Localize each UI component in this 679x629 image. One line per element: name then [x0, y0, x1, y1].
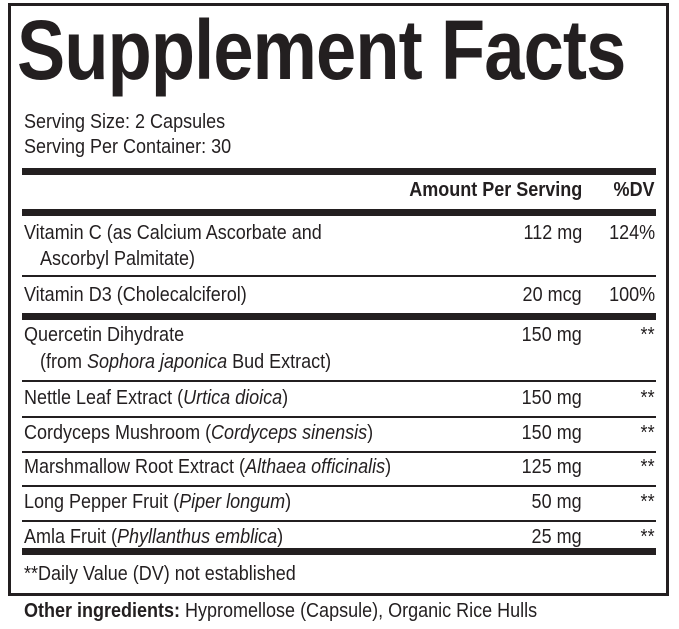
ingredient-amount: 25 mg — [531, 526, 582, 548]
ingredient-name: Marshmallow Root Extract (Althaea offici… — [24, 456, 392, 478]
divider-thick — [22, 313, 656, 320]
other-ingredients-label: Other ingredients: — [24, 600, 181, 622]
header-dv: %DV — [613, 179, 655, 201]
serving-size: Serving Size: 2 Capsules — [24, 111, 226, 133]
ingredient-amount: 50 mg — [531, 491, 582, 513]
panel-title: Supplement Facts — [17, 3, 626, 97]
ingredient-name: Long Pepper Fruit (Piper longum) — [24, 491, 292, 513]
ingredient-amount: 150 mg — [521, 324, 582, 346]
divider-thick — [22, 548, 656, 555]
ingredient-amount: 112 mg — [523, 222, 582, 244]
ingredient-dv: ** — [640, 324, 655, 346]
ingredient-name: Vitamin D3 (Cholecalciferol) — [24, 284, 247, 306]
ingredient-amount: 125 mg — [521, 456, 582, 478]
divider-thin — [22, 485, 656, 487]
ingredient-name: Amla Fruit (Phyllanthus emblica) — [24, 526, 284, 548]
footnote: **Daily Value (DV) not established — [24, 563, 296, 585]
servings-per-container: Serving Per Container: 30 — [24, 136, 232, 158]
divider-thick — [22, 168, 656, 175]
ingredient-dv: 124% — [608, 222, 655, 244]
other-ingredients-value: Hypromellose (Capsule), Organic Rice Hul… — [180, 600, 538, 622]
ingredient-name-cont: (from Sophora japonica Bud Extract) — [40, 351, 332, 373]
divider-thin — [22, 416, 656, 418]
ingredient-amount: 150 mg — [521, 387, 582, 409]
ingredient-name: Vitamin C (as Calcium Ascorbate and — [24, 222, 322, 244]
ingredient-dv: ** — [640, 422, 655, 444]
ingredient-dv: 100% — [608, 284, 655, 306]
ingredient-name: Quercetin Dihydrate — [24, 324, 185, 346]
ingredient-dv: ** — [640, 456, 655, 478]
ingredient-name-cont: Ascorbyl Palmitate) — [40, 248, 196, 270]
supplement-facts-panel — [8, 3, 669, 596]
divider-thin — [22, 451, 656, 453]
header-amount: Amount Per Serving — [408, 179, 582, 201]
ingredient-amount: 150 mg — [521, 422, 582, 444]
ingredient-amount: 20 mcg — [522, 284, 582, 306]
ingredient-dv: ** — [640, 491, 655, 513]
ingredient-name: Cordyceps Mushroom (Cordyceps sinensis) — [24, 422, 374, 444]
other-ingredients: Other ingredients: Hypromellose (Capsule… — [24, 599, 537, 623]
ingredient-name: Nettle Leaf Extract (Urtica dioica) — [24, 387, 289, 409]
ingredient-dv: ** — [640, 387, 655, 409]
ingredient-dv: ** — [640, 526, 655, 548]
divider-thin — [22, 380, 656, 382]
divider-thick — [22, 209, 656, 216]
divider-thin — [22, 275, 656, 277]
divider-thin — [22, 520, 656, 522]
